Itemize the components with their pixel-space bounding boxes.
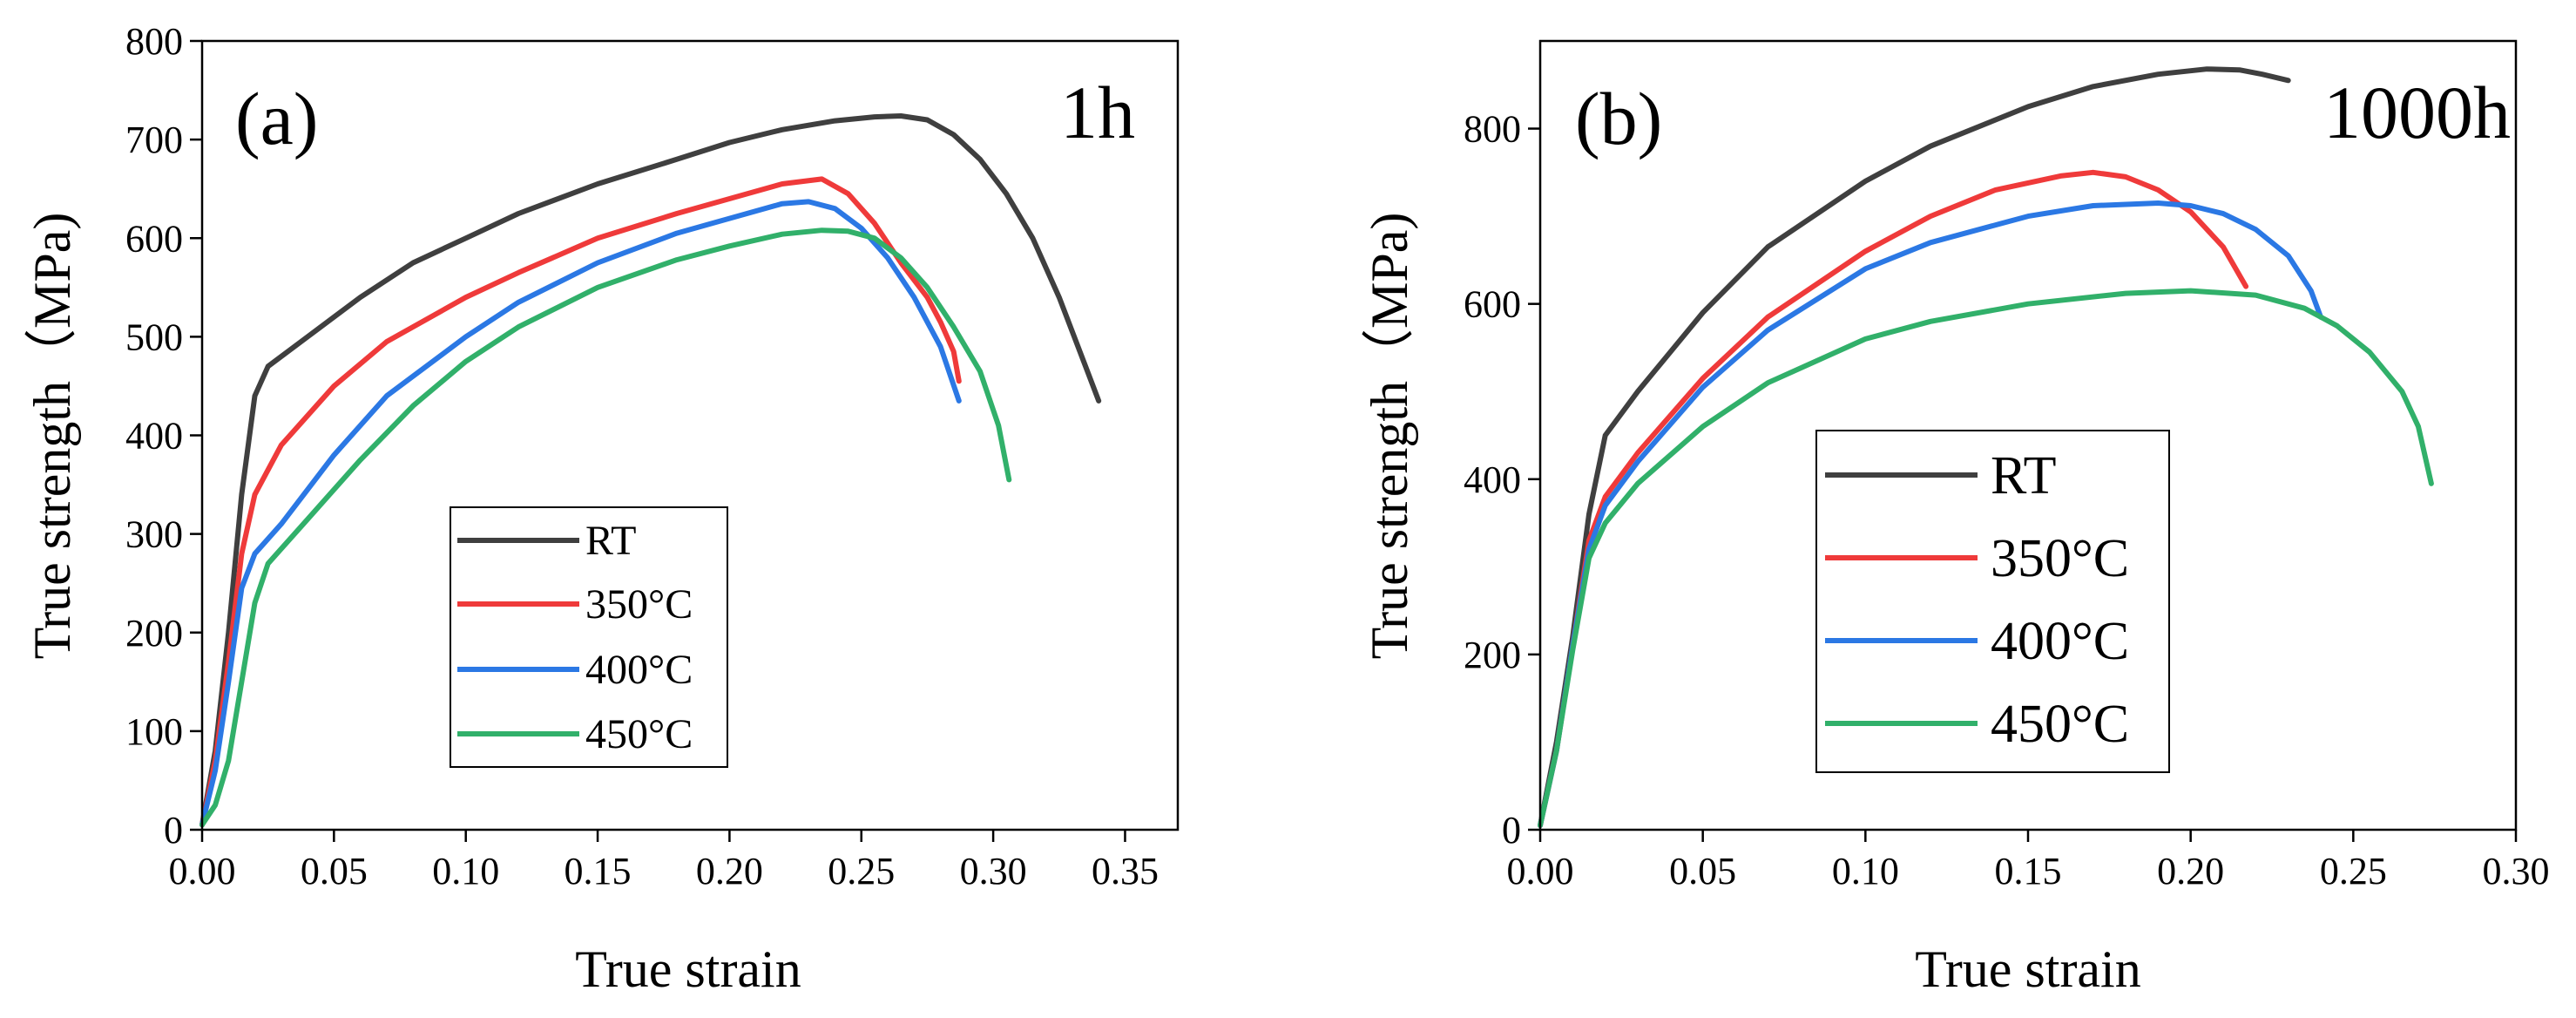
legend-label-RT: RT: [585, 518, 636, 564]
x-tick-label: 0.10: [432, 850, 499, 892]
legend-label-400C: 400°C: [585, 647, 693, 693]
legend-label-450C: 450°C: [1991, 695, 2129, 754]
panel-b-letter: (b): [1575, 77, 1662, 160]
panel-b-x-axis-title: True strain: [1915, 940, 2140, 998]
series-line-450C: [1538, 288, 2434, 828]
x-tick-label: 0.30: [2483, 850, 2550, 892]
chart-panel-a: 0.00 0.05 0.10 0.15 0.20 0.25 0.30 0.35 0 100 200…: [24, 20, 1180, 998]
x-tick-label: 0.35: [1092, 850, 1159, 892]
x-tick-label: 0.15: [565, 850, 632, 892]
panel-a-x-tick-labels: 0.00 0.05 0.10 0.15 0.20 0.25 0.30 0.35: [169, 850, 1159, 892]
legend-label-350C: 350°C: [585, 581, 693, 628]
panel-a-legend: RT 350°C 400°C 450°C: [450, 506, 728, 768]
y-tick-label: 0: [164, 809, 183, 852]
x-tick-label: 0.05: [301, 850, 368, 892]
series-line-450C: [199, 227, 1012, 828]
panel-b-duration-label: 1000h: [2323, 71, 2511, 154]
series-line-400C: [1538, 200, 2323, 828]
x-tick-label: 0.20: [696, 850, 763, 892]
x-tick-label: 0.25: [828, 850, 895, 892]
legend-label-400C: 400°C: [1991, 612, 2129, 671]
panel-b-legend-box: [1815, 430, 2170, 773]
y-tick-label: 400: [1464, 458, 1521, 501]
y-tick-label: 400: [125, 415, 183, 458]
y-tick-label: 300: [125, 513, 183, 556]
panel-a-x-axis-title: True strain: [575, 940, 801, 998]
x-tick-label: 0.00: [1507, 850, 1574, 892]
panel-b-y-axis-title: True strength（MPa): [1361, 213, 1418, 660]
series-line-350C: [199, 176, 962, 828]
panel-a-legend-box: [450, 506, 728, 768]
y-tick-label: 800: [1464, 108, 1521, 151]
x-tick-label: 0.25: [2320, 850, 2387, 892]
legend-label-RT: RT: [1991, 446, 2057, 506]
x-tick-label: 0.10: [1832, 850, 1899, 892]
x-tick-label: 0.00: [169, 850, 236, 892]
y-tick-label: 200: [125, 612, 183, 655]
y-tick-label: 500: [125, 316, 183, 358]
x-tick-label: 0.15: [1995, 850, 2062, 892]
series-line-RT: [1538, 66, 2291, 828]
panel-a-plot-frame: [200, 39, 1180, 831]
y-tick-label: 700: [125, 119, 183, 161]
y-tick-label: 200: [1464, 634, 1521, 676]
panel-a-duration-label: 1h: [1060, 71, 1135, 154]
legend-label-350C: 350°C: [1991, 529, 2129, 588]
legend-label-450C: 450°C: [585, 711, 693, 757]
panel-a-y-tick-labels: 0 100 200 300 400 500 600 700 800: [125, 20, 183, 852]
y-tick-label: 100: [125, 710, 183, 753]
y-tick-label: 800: [125, 20, 183, 63]
panel-a-letter: (a): [235, 77, 318, 160]
y-tick-label: 600: [125, 217, 183, 260]
y-tick-label: 0: [1502, 809, 1521, 852]
panel-b-legend-entries: RT 350°C 400°C 450°C: [1825, 446, 2129, 754]
panel-a-series: [199, 113, 1102, 828]
panel-a-y-axis-title: True strength（MPa): [24, 213, 81, 660]
x-tick-label: 0.30: [960, 850, 1027, 892]
panel-b-y-tick-labels: 0 200 400 600 800: [1464, 108, 1521, 852]
panel-a-legend-entries: RT 350°C 400°C 450°C: [457, 518, 693, 757]
series-line-400C: [199, 199, 962, 828]
y-tick-label: 600: [1464, 283, 1521, 326]
panel-b-tick-marks: [1528, 127, 2518, 842]
x-tick-label: 0.20: [2157, 850, 2224, 892]
x-tick-label: 0.05: [1669, 850, 1736, 892]
panel-b-series: [1538, 66, 2434, 828]
panel-a-tick-marks: [190, 39, 1126, 842]
series-line-RT: [199, 113, 1102, 828]
chart-panel-b: 0.00 0.05 0.10 0.15 0.20 0.25 0.30 0 200 400 600 8…: [1361, 39, 2550, 998]
panel-b-x-tick-labels: 0.00 0.05 0.10 0.15 0.20 0.25 0.30: [1507, 850, 2550, 892]
panel-b-plot-frame: [1538, 39, 2518, 831]
panel-b-legend: RT 350°C 400°C 450°C: [1815, 430, 2170, 773]
